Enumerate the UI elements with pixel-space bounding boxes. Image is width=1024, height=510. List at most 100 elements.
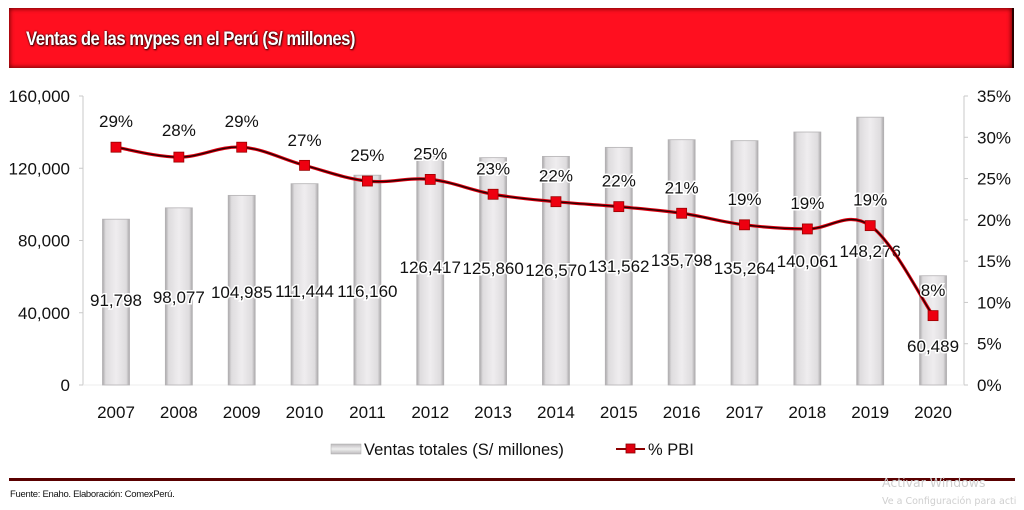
chart-title: Ventas de las mypes en el Perú (S/ millo…: [26, 29, 355, 50]
bar-value-label: 135,798: [651, 251, 712, 270]
x-axis-tick-label: 2012: [411, 403, 449, 422]
x-axis-tick-label: 2008: [160, 403, 198, 422]
y-axis-left-tick-label: 0: [61, 376, 70, 395]
bar-value-label: 126,417: [400, 258, 461, 277]
pbi-value-label: 25%: [413, 144, 447, 163]
x-axis-tick-label: 2017: [726, 403, 764, 422]
bar-value-label: 131,562: [588, 257, 649, 276]
bar-2018: [793, 131, 822, 386]
bar-data-labels: 91,798 98,077 104,985 111,444 116,160126,417…: [89, 241, 961, 358]
pbi-marker-2011: [361, 175, 373, 187]
pbi-marker-2009: [236, 141, 248, 153]
bar-2020: [919, 275, 947, 386]
x-axis-tick-label: 2020: [914, 403, 952, 422]
bar-value-label: 60,489: [907, 337, 959, 356]
x-axis-tick-label: 2019: [851, 403, 889, 422]
pbi-marker-2015: [613, 201, 625, 213]
bar-value-label: 104,985: [211, 283, 272, 302]
footer-divider: [9, 478, 1015, 481]
pbi-value-label: 19%: [727, 190, 761, 209]
pbi-value-label: 22%: [539, 167, 573, 186]
axes: 0 40,000 80,000 120,000 160,000 0% 5% 10% 15% 20%…: [9, 87, 1011, 395]
bar-2010: [290, 183, 319, 386]
y-axis-right-tick-label: 30%: [977, 128, 1011, 147]
bar-value-label: 111,444: [275, 282, 334, 301]
pbi-value-label: 21%: [665, 178, 699, 197]
watermark-subtitle: Ve a Configuración para acti: [882, 496, 1017, 507]
x-axis-tick-label: 2010: [286, 403, 324, 422]
x-axis-tick-label: 2011: [349, 403, 386, 422]
legend-label-line: % PBI: [648, 441, 694, 459]
pbi-value-label: 29%: [99, 112, 133, 131]
line-data-labels: 29% 28% 29% 27% 25% 25% 23% 22% 22% 21% 19% 19% 19% 8…: [97, 111, 946, 302]
y-axis-right-tick-label: 10%: [977, 293, 1011, 312]
bar-value-label: 126,570: [525, 261, 586, 280]
x-axis-tick-label: 2016: [663, 403, 701, 422]
bar-value-label: 148,276: [839, 242, 900, 261]
pbi-value-label: 19%: [790, 194, 824, 213]
pbi-value-label: 25%: [350, 146, 384, 165]
bar-value-label: 98,077: [153, 288, 205, 307]
pbi-marker-2014: [550, 196, 562, 208]
title-banner: Ventas de las mypes en el Perú (S/ millo…: [9, 8, 1014, 68]
bar-2014: [542, 155, 570, 386]
y-axis-right-tick-label: 0%: [977, 376, 1002, 395]
pbi-marker-2018: [801, 223, 813, 235]
y-axis-left-tick-label: 160,000: [9, 87, 70, 106]
y-axis-right-tick-label: 5%: [977, 335, 1002, 354]
x-axis-tick-label: 2018: [788, 403, 826, 422]
x-axis-tick-label: 2013: [474, 403, 512, 422]
bar-value-label: 116,160: [337, 282, 397, 301]
pbi-marker-2007: [110, 141, 122, 153]
y-axis-right-tick-label: 35%: [977, 87, 1011, 106]
legend-swatch-bar: [330, 443, 362, 455]
pbi-value-label: 23%: [476, 159, 510, 178]
legend-label-bar: Ventas totales (S/ millones): [364, 441, 564, 459]
pbi-marker-2012: [424, 173, 436, 185]
bar-2011: [353, 174, 382, 386]
x-axis-tick-label: 2014: [537, 403, 575, 422]
bar-value-label: 135,264: [714, 259, 775, 278]
bar-2015: [604, 146, 633, 386]
pbi-value-label: 29%: [225, 112, 259, 131]
pbi-value-label: 22%: [602, 172, 636, 191]
bar-2009: [227, 194, 256, 386]
pbi-marker-2019: [864, 220, 876, 232]
x-axis-tick-label: 2007: [97, 403, 135, 422]
y-axis-left-tick-label: 120,000: [9, 159, 70, 178]
bar-2017: [730, 140, 759, 386]
pbi-marker-2010: [299, 159, 310, 171]
y-axis-right-tick-label: 15%: [977, 252, 1011, 271]
pbi-value-label: 28%: [162, 121, 196, 140]
bar-2012: [416, 156, 445, 386]
pbi-value-label: 27%: [288, 131, 322, 150]
y-axis-left-tick-label: 40,000: [18, 304, 70, 323]
pbi-marker-2017: [739, 219, 750, 231]
source-note: Fuente: Enaho. Elaboración: ComexPerú.: [10, 489, 175, 500]
pbi-marker-2013: [487, 188, 499, 200]
bar-2007: [102, 218, 130, 386]
bar-value-label: 91,798: [90, 291, 142, 310]
legend: Ventas totales (S/ millones) % PBI: [330, 441, 694, 459]
bar-value-label: 125,860: [462, 259, 523, 278]
x-axis-labels: 2007 2008 2009 2010 2011 2012 2013 2014 2015 2016…: [97, 403, 952, 422]
bar-2016: [667, 139, 696, 386]
line-series: [110, 141, 939, 322]
pbi-value-label: 8%: [921, 281, 946, 300]
x-axis-tick-label: 2015: [600, 403, 638, 422]
y-axis-right-tick-label: 20%: [977, 211, 1011, 230]
pbi-value-label: 19%: [853, 191, 887, 210]
bar-series: [102, 116, 947, 386]
bar-2019: [856, 116, 885, 386]
pbi-marker-2016: [676, 207, 688, 219]
watermark-title: Activar Windows: [882, 475, 986, 490]
pbi-marker-2020: [927, 310, 939, 322]
y-axis-right-tick-label: 25%: [977, 170, 1011, 189]
pbi-marker-2008: [173, 151, 185, 163]
bar-2008: [164, 207, 193, 386]
legend-swatch-marker: [625, 443, 636, 454]
x-axis-tick-label: 2009: [223, 403, 261, 422]
y-axis-left-tick-label: 80,000: [18, 232, 70, 251]
bar-value-label: 140,061: [777, 252, 838, 271]
